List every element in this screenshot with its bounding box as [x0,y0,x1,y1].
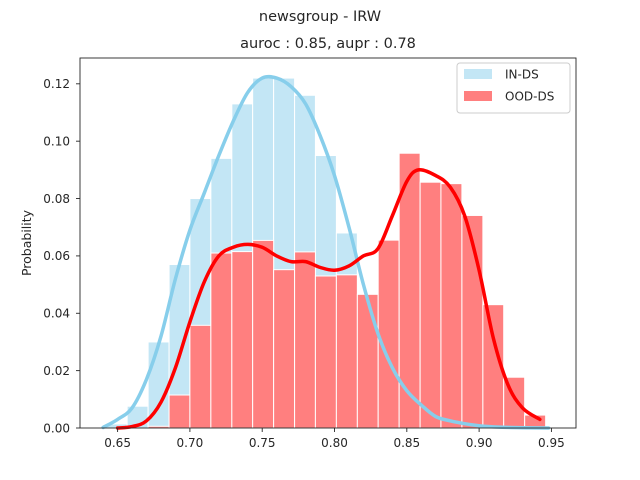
plot-frame [79,57,577,429]
y-tick-label: 0.06 [43,249,70,263]
legend-label-in-ds: IN-DS [505,68,539,82]
y-tick-label: 0.12 [43,77,70,91]
ood-ds-bar [294,251,316,429]
x-tick-label: 0.95 [538,436,565,450]
chart-suptitle: newsgroup - IRW [259,9,381,25]
x-tick-label: 0.80 [321,436,348,450]
x-tick-label: 0.90 [466,436,493,450]
ood-ds-bar [168,394,191,429]
legend-label-ood-ds: OOD-DS [505,90,554,104]
x-axis: 0.65 0.70 0.75 0.80 0.85 0.90 0.95 [104,428,565,450]
in-ds-kde-line [101,74,551,430]
y-tick-label: 0.08 [43,192,70,206]
ood-ds-bar [273,269,296,429]
y-tick-label: 0.02 [43,364,70,378]
y-tick-label: 0.00 [43,421,70,435]
x-tick-label: 0.70 [177,436,204,450]
kde-lines [101,74,551,430]
ood-ds-bar [252,239,275,429]
chart-title: auroc : 0.85, aupr : 0.78 [240,36,416,52]
y-axis-label: Probability [19,209,34,276]
x-tick-label: 0.65 [104,436,131,450]
x-tick-label: 0.85 [393,436,420,450]
legend: IN-DS OOD-DS [456,62,571,114]
ood-ds-bar [210,252,233,429]
ood-ds-bar [335,274,358,429]
ood-ds-bar [440,183,463,429]
y-tick-label: 0.10 [43,134,70,148]
ood-ds-bar [189,324,212,429]
ood-ds-bar [356,293,379,429]
y-tick-label: 0.04 [43,307,70,321]
y-axis: 0.00 0.02 0.04 0.06 0.08 0.10 0.12 [43,77,80,435]
ood-ds-bar [231,251,254,429]
ood-ds-bar [419,181,442,429]
x-tick-label: 0.75 [249,436,276,450]
ood-ds-kde-line [115,167,542,430]
ood-ds-bar [314,275,337,429]
legend-swatch-ood-ds [464,91,492,101]
legend-swatch-in-ds [464,69,492,79]
ood-ds-bar [377,239,400,429]
